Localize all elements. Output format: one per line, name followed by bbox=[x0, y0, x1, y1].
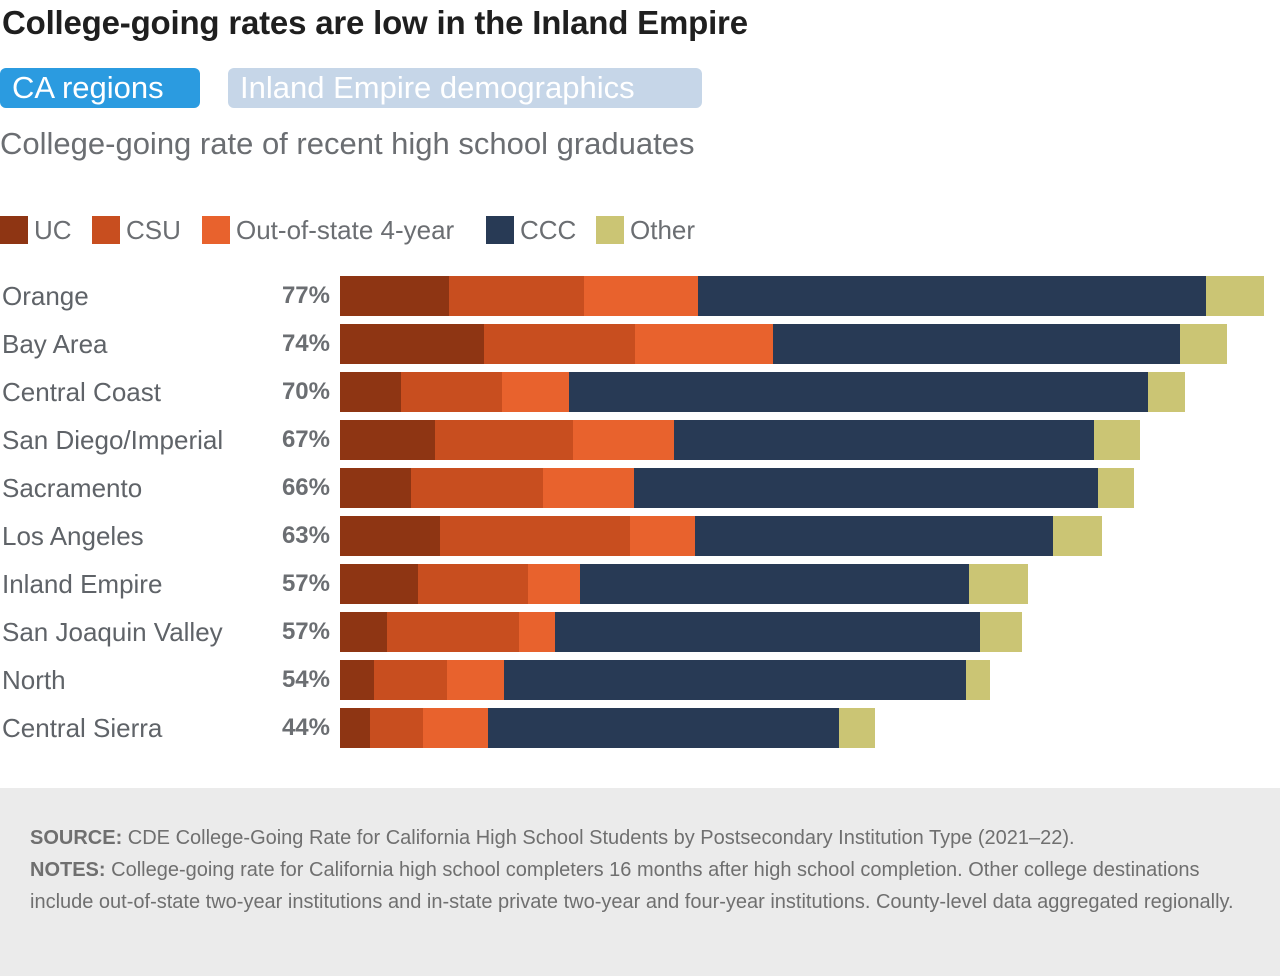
category-label: Orange bbox=[2, 281, 89, 311]
bar-segment-out-of-state-4-year bbox=[635, 324, 774, 364]
total-label: 77% bbox=[281, 282, 330, 309]
bar-segment-out-of-state-4-year bbox=[518, 612, 555, 652]
bar-segment-ccc bbox=[697, 276, 1207, 316]
bar-segment-ccc bbox=[695, 516, 1053, 556]
bar-segment-csu bbox=[401, 372, 502, 412]
legend-label: UC bbox=[34, 214, 72, 245]
chart-title: College-going rates are low in the Inlan… bbox=[2, 4, 748, 41]
notes-line: NOTES: College-going rate for California… bbox=[30, 854, 1250, 918]
bar-segment-csu bbox=[373, 660, 447, 700]
legend-swatch bbox=[92, 216, 120, 244]
legend-item-csu: CSU bbox=[92, 212, 181, 248]
bar-segment-uc bbox=[340, 708, 370, 748]
legend-item-ccc: CCC bbox=[486, 212, 576, 248]
total-label: 74% bbox=[281, 330, 330, 357]
total-label: 54% bbox=[281, 666, 330, 693]
bar-segment-csu bbox=[418, 564, 529, 604]
bar-segment-ccc bbox=[773, 324, 1180, 364]
bar-segment-out-of-state-4-year bbox=[572, 420, 674, 460]
category-label: Bay Area bbox=[2, 329, 108, 359]
category-label: San Diego/Imperial bbox=[2, 425, 224, 455]
category-label: Central Sierra bbox=[2, 713, 163, 743]
category-label: Inland Empire bbox=[2, 569, 163, 599]
total-label: 63% bbox=[281, 522, 330, 549]
chart-subtitle: College-going rate of recent high school… bbox=[0, 126, 695, 161]
chart-plot-area: Orange 77% Bay Area 74% Central Coast 70% San … bbox=[2, 276, 1264, 748]
total-label: 44% bbox=[281, 714, 330, 741]
bar-segment-uc bbox=[340, 612, 387, 652]
legend-item-uc: UC bbox=[0, 212, 72, 248]
bar-segment-out-of-state-4-year bbox=[502, 372, 570, 412]
legend-swatch bbox=[596, 216, 624, 244]
bar-segment-ccc bbox=[504, 660, 967, 700]
legend-item-other: Other bbox=[596, 212, 695, 248]
bar-segment-other bbox=[1180, 324, 1227, 364]
bar-segment-uc bbox=[340, 468, 411, 508]
total-label: 57% bbox=[281, 618, 330, 645]
bar-segment-csu bbox=[386, 612, 519, 652]
source-line: SOURCE: CDE College-Going Rate for Calif… bbox=[30, 822, 1250, 854]
bar-segment-other bbox=[966, 660, 991, 700]
tab-inland-empire-demographics[interactable]: Inland Empire demographics bbox=[228, 68, 702, 108]
bar-segment-other bbox=[1147, 372, 1185, 412]
total-label: 66% bbox=[281, 474, 330, 501]
total-label: 70% bbox=[281, 378, 330, 405]
notes-label: NOTES: bbox=[30, 859, 106, 881]
footer-notes: SOURCE: CDE College-Going Rate for Calif… bbox=[0, 788, 1280, 976]
tab-ca-regions[interactable]: CA regions bbox=[0, 68, 200, 108]
legend-item-out-of-state-4-year: Out-of-state 4-year bbox=[202, 212, 454, 248]
legend-label: Out-of-state 4-year bbox=[236, 214, 455, 245]
legend-label: CCC bbox=[520, 214, 577, 245]
bar-segment-csu bbox=[449, 276, 584, 316]
bar-segment-other bbox=[1098, 468, 1135, 508]
legend-swatch bbox=[202, 216, 230, 244]
notes-text: College-going rate for California high s… bbox=[30, 859, 1234, 913]
bar-segment-uc bbox=[340, 372, 402, 412]
bar-segment-other bbox=[839, 708, 876, 748]
bar-segment-ccc bbox=[580, 564, 969, 604]
bar-segment-csu bbox=[410, 468, 543, 508]
category-label: Sacramento bbox=[2, 473, 143, 503]
bar-segment-csu bbox=[434, 420, 573, 460]
bar-segment-csu bbox=[439, 516, 631, 556]
bar-segment-ccc bbox=[487, 708, 840, 748]
bar-segment-out-of-state-4-year bbox=[630, 516, 696, 556]
bar-segment-ccc bbox=[569, 372, 1148, 412]
total-label: 57% bbox=[281, 570, 330, 597]
legend-swatch bbox=[486, 216, 514, 244]
bar-segment-other bbox=[1052, 516, 1102, 556]
category-label: Los Angeles bbox=[2, 521, 144, 551]
bar-segment-out-of-state-4-year bbox=[422, 708, 488, 748]
bar-segment-out-of-state-4-year bbox=[583, 276, 698, 316]
bar-segment-uc bbox=[340, 564, 418, 604]
bar-segment-uc bbox=[340, 324, 484, 364]
source-text: CDE College-Going Rate for California Hi… bbox=[127, 827, 1075, 849]
category-label: San Joaquin Valley bbox=[2, 617, 223, 647]
bar-segment-uc bbox=[340, 420, 435, 460]
total-label: 67% bbox=[281, 426, 330, 453]
bar-segment-other bbox=[968, 564, 1028, 604]
category-label: Central Coast bbox=[2, 377, 161, 407]
bar-segment-other bbox=[1206, 276, 1264, 316]
legend-label: Other bbox=[630, 214, 696, 245]
legend-swatch bbox=[0, 216, 28, 244]
bar-segment-other bbox=[1093, 420, 1141, 460]
category-label: North bbox=[2, 665, 66, 695]
bar-segment-uc bbox=[340, 276, 450, 316]
bar-segment-ccc bbox=[673, 420, 1094, 460]
bar-segment-ccc bbox=[554, 612, 980, 652]
bar-segment-csu bbox=[484, 324, 636, 364]
bar-segment-csu bbox=[370, 708, 423, 748]
bar-segment-uc bbox=[340, 660, 374, 700]
bar-segment-out-of-state-4-year bbox=[446, 660, 505, 700]
bar-segment-other bbox=[979, 612, 1022, 652]
source-label: SOURCE: bbox=[30, 827, 123, 849]
legend-label: CSU bbox=[126, 214, 181, 245]
bar-segment-out-of-state-4-year bbox=[542, 468, 634, 508]
bar-segment-out-of-state-4-year bbox=[528, 564, 580, 604]
bar-segment-uc bbox=[340, 516, 440, 556]
bar-segment-ccc bbox=[634, 468, 1099, 508]
